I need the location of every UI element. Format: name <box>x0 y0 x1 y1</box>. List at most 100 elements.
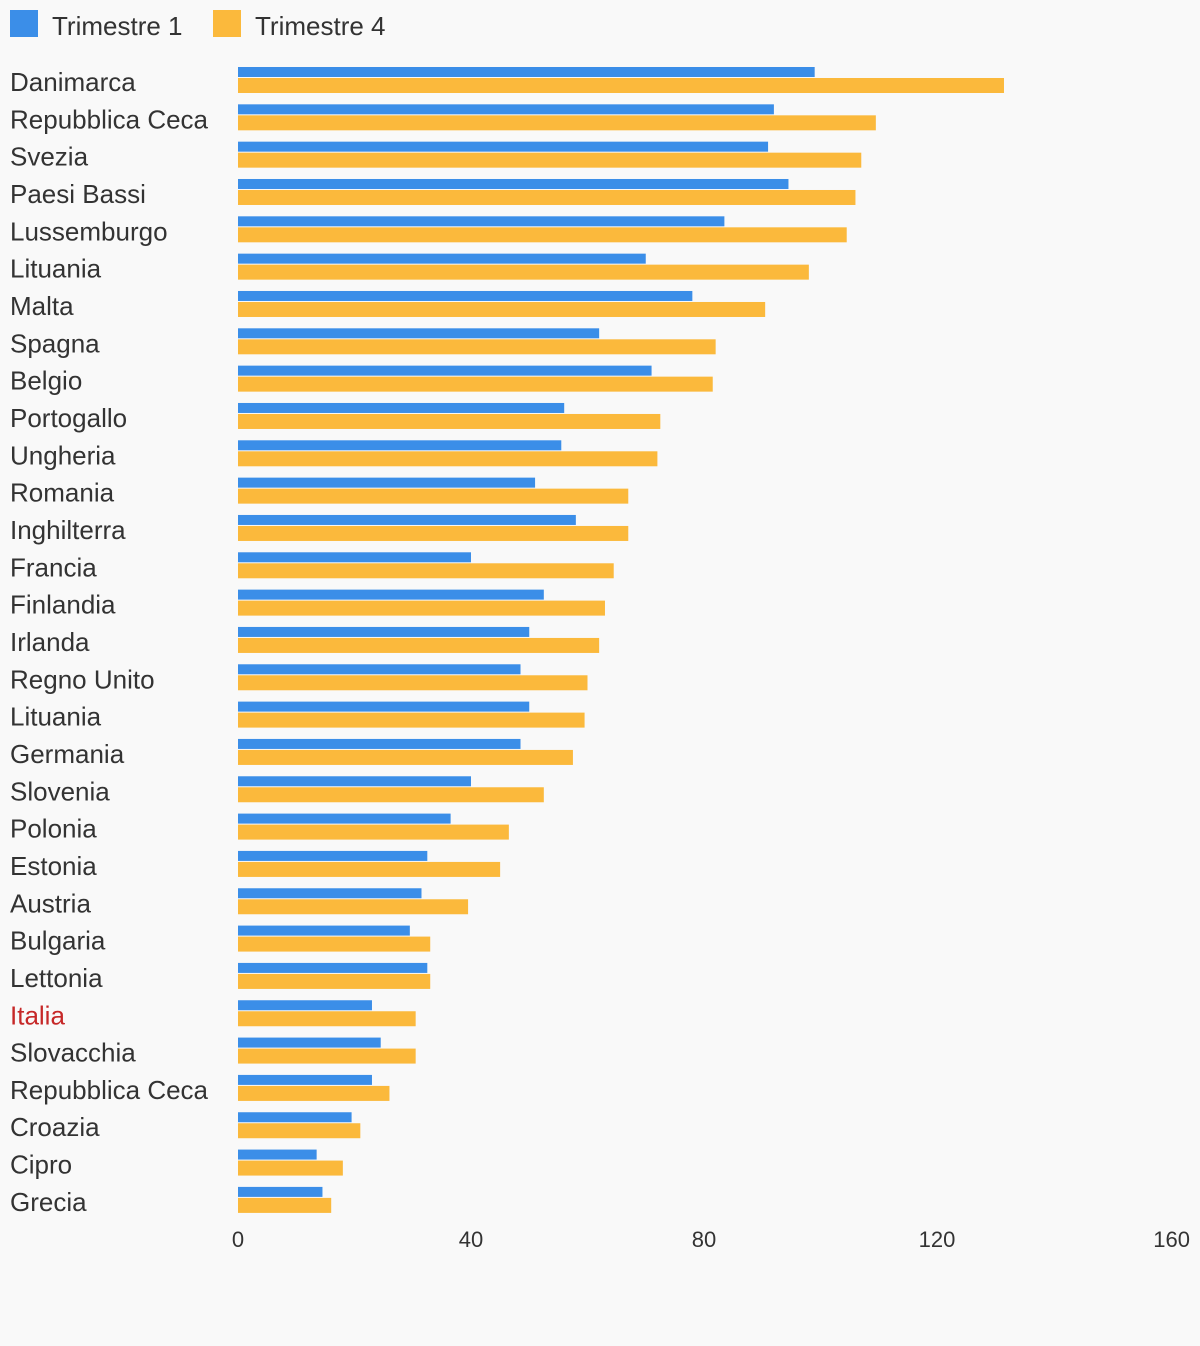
bar-trimestre-4 <box>238 749 573 765</box>
bar-trimestre-4 <box>238 115 876 131</box>
bar-trimestre-4 <box>238 1011 416 1027</box>
bar-trimestre-1 <box>238 813 451 824</box>
category-label: Regno Unito <box>10 664 155 694</box>
category-label: Slovacchia <box>10 1038 136 1068</box>
bar-trimestre-4 <box>238 637 600 653</box>
bar-trimestre-1 <box>238 1000 372 1011</box>
bar-trimestre-1 <box>238 514 576 525</box>
bar-trimestre-4 <box>238 301 766 317</box>
category-label: Bulgaria <box>10 926 106 956</box>
category-label: Lettonia <box>10 963 103 993</box>
legend-swatch <box>10 10 38 37</box>
bar-trimestre-1 <box>238 850 428 861</box>
legend-label: Trimestre 4 <box>255 11 386 41</box>
x-tick-label: 80 <box>692 1227 716 1252</box>
bar-trimestre-4 <box>238 264 809 280</box>
x-tick-label: 40 <box>459 1227 483 1252</box>
category-label: Cipro <box>10 1150 72 1180</box>
bar-trimestre-1 <box>238 440 562 451</box>
bar-trimestre-1 <box>238 776 471 787</box>
x-tick-label: 120 <box>919 1227 956 1252</box>
x-axis: 0 40 80 120 160 <box>232 1227 1190 1252</box>
category-label: Portogallo <box>10 403 127 433</box>
bar-trimestre-4 <box>238 973 431 989</box>
category-label: Lituania <box>10 702 102 732</box>
category-label: Repubblica Ceca <box>10 104 209 134</box>
bar-trimestre-1 <box>238 626 530 637</box>
bar-trimestre-4 <box>238 563 614 579</box>
bar-trimestre-4 <box>238 712 585 728</box>
category-label: Austria <box>10 888 91 918</box>
bar-trimestre-4 <box>238 1048 416 1064</box>
bar-trimestre-1 <box>238 328 600 339</box>
bar-trimestre-1 <box>238 1112 352 1123</box>
bar-trimestre-4 <box>238 78 1004 93</box>
bar-trimestre-1 <box>238 141 769 152</box>
bar-trimestre-4 <box>238 376 713 392</box>
category-label: Francia <box>10 552 97 582</box>
bar-trimestre-1 <box>238 402 565 413</box>
category-label: Romania <box>10 478 115 508</box>
category-label: Spagna <box>10 328 100 358</box>
x-tick-label: 160 <box>1153 1227 1190 1252</box>
category-label: Irlanda <box>10 627 90 657</box>
bar-trimestre-4 <box>238 600 605 616</box>
bar-trimestre-4 <box>238 787 544 803</box>
x-tick-label: 0 <box>232 1227 244 1252</box>
bar-trimestre-1 <box>238 104 774 115</box>
category-label: Italia <box>10 1000 65 1030</box>
category-label: Estonia <box>10 851 97 881</box>
category-label: Lituania <box>10 254 102 284</box>
category-label: Germania <box>10 739 125 769</box>
bar-trimestre-1 <box>238 1186 323 1197</box>
bar-trimestre-1 <box>238 962 428 973</box>
legend-swatch <box>213 10 241 37</box>
bar-trimestre-4 <box>238 451 658 467</box>
bar-trimestre-1 <box>238 1074 372 1085</box>
category-labels: Danimarca Repubblica Ceca Svezia Paesi Bass… <box>10 67 209 1217</box>
bar-trimestre-1 <box>238 67 815 77</box>
category-label: Croazia <box>10 1112 100 1142</box>
category-label: Svezia <box>10 142 89 172</box>
bar-trimestre-1 <box>238 589 544 600</box>
bar-trimestre-4 <box>238 675 588 691</box>
legend-label: Trimestre 1 <box>52 11 183 41</box>
bar-trimestre-1 <box>238 477 536 488</box>
bar-trimestre-1 <box>238 1037 381 1048</box>
bar-trimestre-4 <box>238 152 862 168</box>
bar-trimestre-1 <box>238 925 410 936</box>
bar-trimestre-4 <box>238 824 509 840</box>
bar-trimestre-4 <box>238 1085 390 1101</box>
bar-trimestre-1 <box>238 888 422 899</box>
category-label: Polonia <box>10 814 97 844</box>
category-label: Danimarca <box>10 67 136 97</box>
category-label: Paesi Bassi <box>10 179 146 209</box>
bar-trimestre-1 <box>238 552 471 563</box>
bar-trimestre-4 <box>238 488 629 504</box>
bar-trimestre-4 <box>238 1123 361 1139</box>
bar-trimestre-1 <box>238 290 693 301</box>
bar-trimestre-4 <box>238 339 716 355</box>
legend: Trimestre 1 Trimestre 4 <box>10 10 386 41</box>
bar-trimestre-1 <box>238 253 646 264</box>
bar-trimestre-1 <box>238 178 789 189</box>
bar-trimestre-1 <box>238 365 652 376</box>
category-label: Malta <box>10 291 74 321</box>
bar-trimestre-1 <box>238 1149 317 1160</box>
bar-trimestre-4 <box>238 899 469 915</box>
bar-trimestre-4 <box>238 525 629 541</box>
category-label: Finlandia <box>10 590 116 620</box>
category-label: Ungheria <box>10 440 116 470</box>
category-label: Lussemburgo <box>10 216 168 246</box>
bar-trimestre-1 <box>238 664 521 675</box>
category-label: Inghilterra <box>10 515 126 545</box>
category-label: Repubblica Ceca <box>10 1075 209 1105</box>
bar-trimestre-4 <box>238 1197 332 1213</box>
category-label: Slovenia <box>10 776 110 806</box>
category-label: Belgio <box>10 366 82 396</box>
bar-trimestre-4 <box>238 227 847 243</box>
bar-trimestre-4 <box>238 936 431 952</box>
bar-trimestre-1 <box>238 738 521 749</box>
bar-trimestre-4 <box>238 861 501 877</box>
